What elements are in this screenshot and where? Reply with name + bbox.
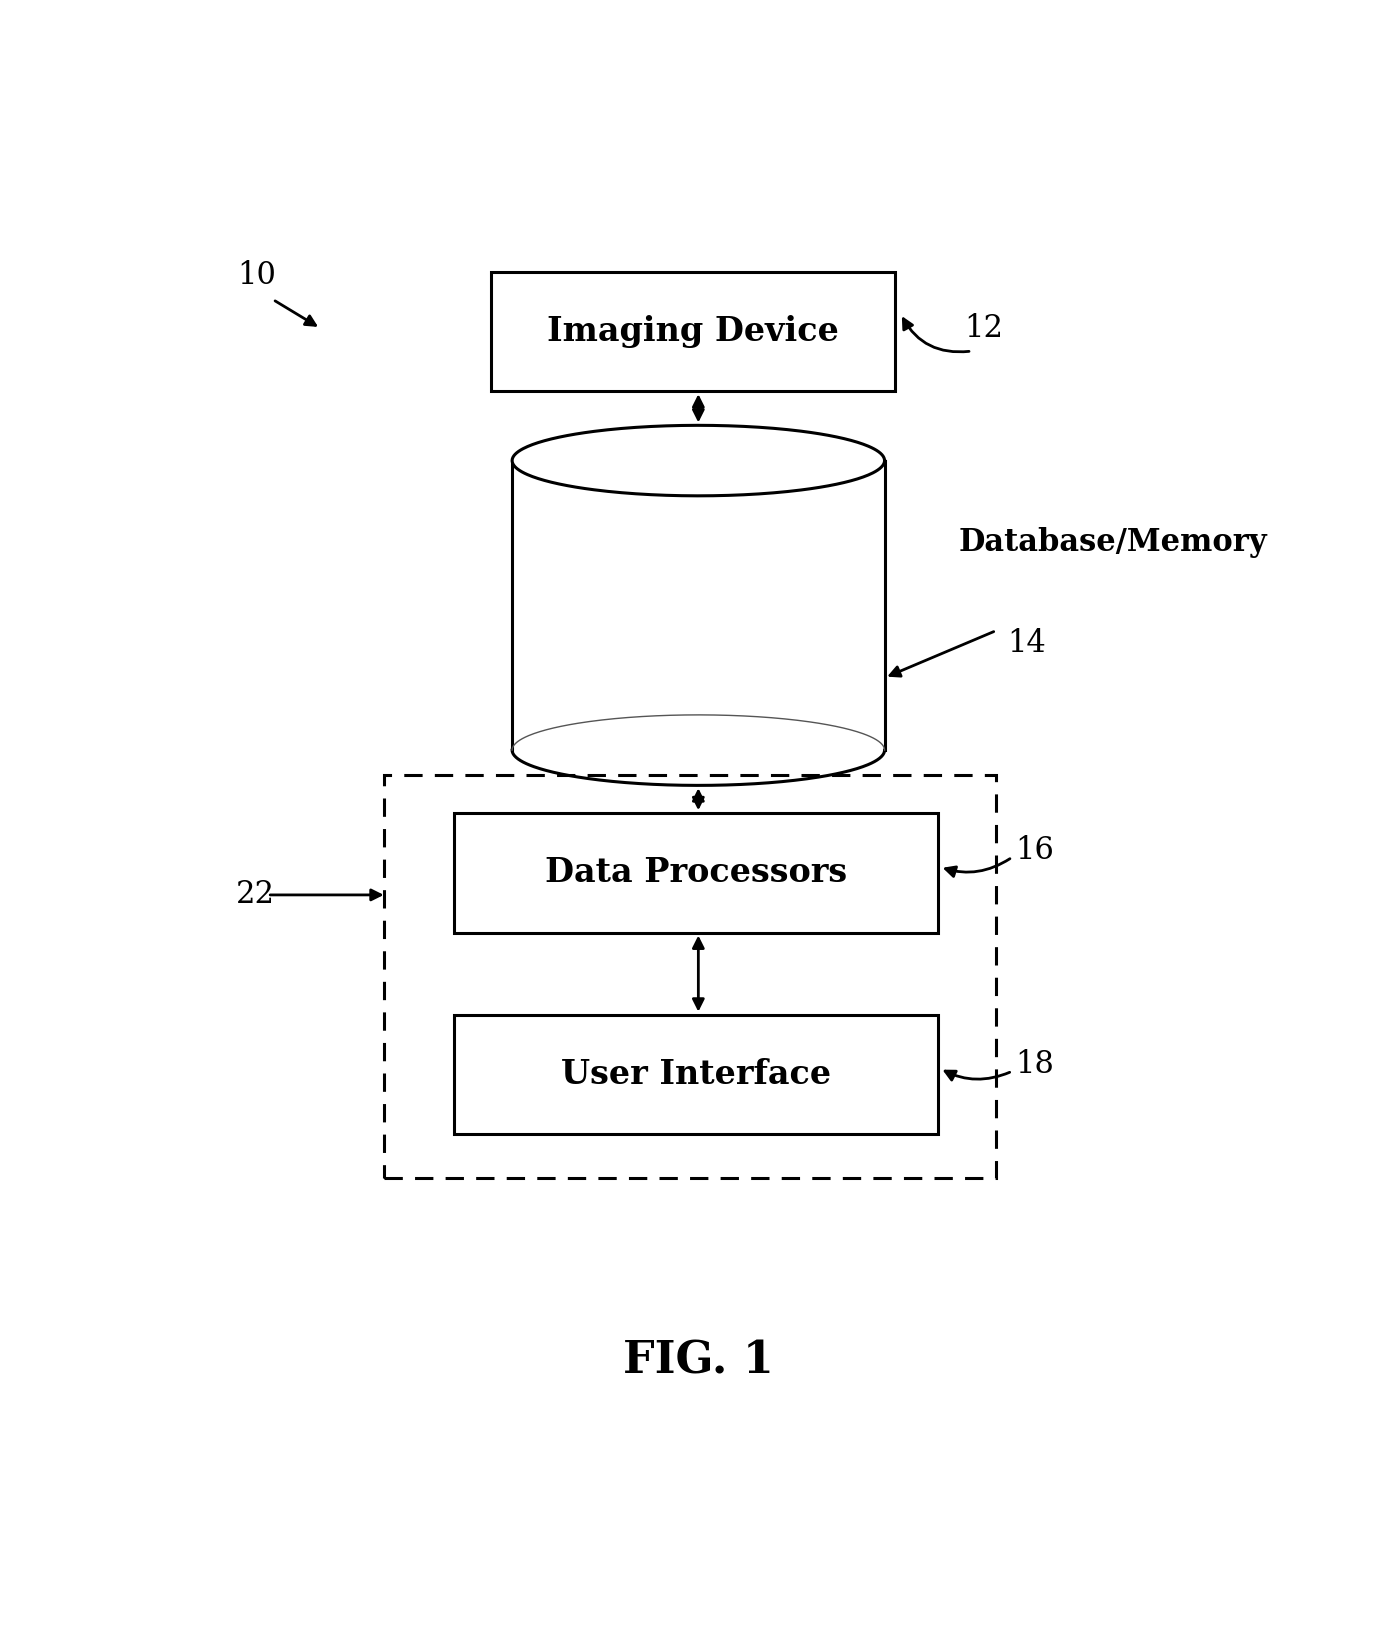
Text: 18: 18 [1016,1050,1054,1081]
Text: FIG. 1: FIG. 1 [623,1339,774,1382]
Text: Database/Memory: Database/Memory [960,526,1267,558]
FancyBboxPatch shape [453,813,938,932]
Text: 12: 12 [964,312,1004,343]
Text: Data Processors: Data Processors [545,857,847,889]
Text: Imaging Device: Imaging Device [546,316,839,348]
FancyBboxPatch shape [453,1014,938,1135]
Text: 16: 16 [1016,835,1054,867]
Text: User Interface: User Interface [560,1058,831,1091]
Text: 14: 14 [1006,628,1046,659]
FancyBboxPatch shape [492,271,895,391]
Bar [512,461,884,750]
Text: 10: 10 [238,260,276,291]
Ellipse shape [512,425,884,495]
Text: 22: 22 [236,880,275,911]
